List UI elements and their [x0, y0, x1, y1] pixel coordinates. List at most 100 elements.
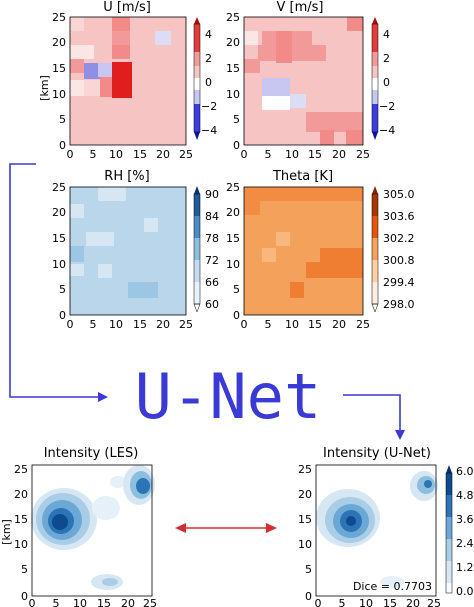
- svg-text:90: 90: [205, 188, 219, 201]
- panel-rh-xticks: 0 5 10 15 20 25: [67, 318, 194, 331]
- panel-les-yticks: 25 20 15 10 5 0: [14, 463, 28, 603]
- panel-unet-intensity-map: [316, 465, 438, 596]
- svg-text:5: 5: [59, 283, 66, 296]
- svg-text:10: 10: [359, 597, 373, 607]
- svg-text:20: 20: [226, 36, 240, 49]
- panel-rh-colorbar: 90 84 78 72 66 60: [193, 186, 219, 313]
- svg-text:20: 20: [332, 148, 346, 161]
- svg-text:0: 0: [233, 309, 240, 322]
- panel-rh: RH [%] 0 5 10 15 20 25 25 20 15 10 5: [52, 169, 219, 331]
- panel-v: V [m/s] 0 5 10 15 20 25: [226, 0, 395, 161]
- svg-text:25: 25: [356, 148, 370, 161]
- svg-text:15: 15: [14, 513, 28, 526]
- svg-text:0: 0: [59, 139, 66, 152]
- svg-text:0: 0: [59, 309, 66, 322]
- svg-text:−4: −4: [379, 124, 395, 137]
- svg-text:25: 25: [179, 148, 193, 161]
- svg-text:20: 20: [406, 597, 420, 607]
- svg-text:60: 60: [205, 298, 219, 311]
- svg-text:5: 5: [233, 113, 240, 126]
- svg-text:20: 20: [332, 318, 346, 331]
- panel-v-xticks: 0 5 10 15 20 25: [241, 148, 371, 161]
- panel-v-yticks: 25 20 15 10 5 0: [226, 11, 240, 152]
- panel-unet-output: Intensity (U-Net) Dice = 0.7703 0 5 10 1…: [298, 446, 474, 607]
- svg-text:302.2: 302.2: [383, 232, 415, 245]
- panel-unet-colorbar: 6.0 4.8 3.6 2.4 1.2 0.0: [445, 465, 474, 598]
- svg-text:20: 20: [226, 206, 240, 219]
- svg-text:5: 5: [59, 113, 66, 126]
- svg-text:25: 25: [143, 597, 157, 607]
- panel-rh-yticks: 25 20 15 10 5 0: [52, 181, 66, 322]
- svg-text:25: 25: [52, 11, 66, 24]
- panel-u-xticks: 0 5 10 15 20 25: [67, 148, 194, 161]
- svg-text:5: 5: [339, 597, 346, 607]
- panel-u-yticks: 25 20 15 10 5 0: [52, 11, 66, 152]
- panel-unet-yticks: 25 20 15 10 5 0: [298, 463, 312, 603]
- svg-text:15: 15: [52, 232, 66, 245]
- svg-text:10: 10: [109, 318, 123, 331]
- svg-text:25: 25: [226, 11, 240, 24]
- svg-text:0: 0: [383, 76, 390, 89]
- output-arrow: [343, 394, 405, 440]
- panel-les-ylabel: [km]: [0, 519, 13, 545]
- svg-text:0: 0: [67, 318, 74, 331]
- panel-u-heatmap: [70, 17, 186, 145]
- svg-text:2.4: 2.4: [456, 537, 474, 550]
- svg-text:303.6: 303.6: [383, 210, 415, 223]
- svg-text:5: 5: [265, 148, 272, 161]
- svg-text:25: 25: [226, 181, 240, 194]
- svg-text:5: 5: [265, 318, 272, 331]
- svg-text:10: 10: [52, 88, 66, 101]
- svg-text:0: 0: [29, 597, 36, 607]
- panel-u-ylabel: [km]: [38, 75, 51, 101]
- svg-text:15: 15: [97, 597, 111, 607]
- svg-text:4.8: 4.8: [456, 489, 474, 502]
- svg-text:10: 10: [14, 538, 28, 551]
- svg-text:10: 10: [285, 318, 299, 331]
- panel-les-intensity-map: [31, 465, 155, 596]
- svg-text:0: 0: [315, 597, 322, 607]
- svg-text:0: 0: [21, 590, 28, 603]
- svg-text:10: 10: [226, 258, 240, 271]
- svg-text:10: 10: [298, 538, 312, 551]
- svg-text:0: 0: [233, 139, 240, 152]
- panel-les-title: Intensity (LES): [44, 446, 139, 461]
- svg-text:15: 15: [298, 513, 312, 526]
- svg-text:20: 20: [298, 488, 312, 501]
- svg-text:15: 15: [308, 148, 322, 161]
- svg-text:15: 15: [383, 597, 397, 607]
- svg-text:300.8: 300.8: [383, 254, 415, 267]
- svg-text:66: 66: [205, 276, 219, 289]
- svg-text:25: 25: [356, 318, 370, 331]
- svg-text:72: 72: [205, 254, 219, 267]
- panel-u: U [m/s] [km] 0 5 10 15 20 25: [38, 0, 217, 161]
- svg-text:5: 5: [90, 148, 97, 161]
- svg-text:25: 25: [427, 597, 441, 607]
- svg-text:−4: −4: [201, 124, 217, 137]
- svg-text:25: 25: [52, 181, 66, 194]
- svg-text:0: 0: [241, 318, 248, 331]
- dice-score: Dice = 0.7703: [353, 580, 432, 593]
- svg-text:84: 84: [205, 210, 219, 223]
- svg-text:20: 20: [156, 318, 170, 331]
- svg-text:−2: −2: [201, 100, 217, 113]
- comparison-arrow: [175, 523, 277, 533]
- svg-text:25: 25: [298, 463, 312, 476]
- svg-text:298.0: 298.0: [383, 298, 415, 311]
- svg-text:15: 15: [133, 318, 147, 331]
- svg-text:4: 4: [205, 28, 212, 41]
- panel-unet-xticks: 0 5 10 15 20 25: [315, 597, 442, 607]
- panel-rh-title: RH [%]: [104, 169, 149, 184]
- svg-text:0: 0: [241, 148, 248, 161]
- panel-u-title: U [m/s]: [103, 0, 151, 15]
- svg-text:5: 5: [233, 283, 240, 296]
- panel-v-title: V [m/s]: [277, 0, 324, 15]
- panel-theta-title: Theta [K]: [272, 169, 333, 184]
- panel-theta-yticks: 25 20 15 10 5 0: [226, 181, 240, 322]
- panel-les: Intensity (LES) [km] 0 5 10 15: [0, 446, 157, 607]
- svg-text:25: 25: [179, 318, 193, 331]
- panel-les-xticks: 0 5 10 15 20 25: [29, 597, 158, 607]
- svg-text:10: 10: [226, 88, 240, 101]
- panel-v-colorbar: 4 2 0 −2 −4: [371, 17, 395, 140]
- svg-text:10: 10: [52, 258, 66, 271]
